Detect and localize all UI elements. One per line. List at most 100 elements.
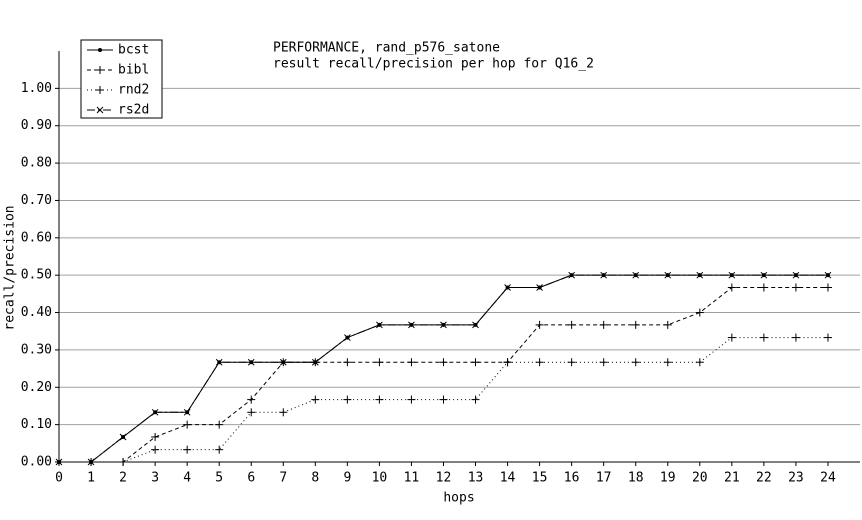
x-tick-label: 0 bbox=[55, 471, 63, 486]
point-marker bbox=[792, 271, 800, 279]
point-marker bbox=[407, 358, 416, 367]
point-marker bbox=[279, 408, 288, 417]
point-marker bbox=[407, 395, 416, 404]
x-tick-label: 12 bbox=[436, 471, 452, 486]
point-marker bbox=[151, 445, 160, 454]
x-tick-label: 14 bbox=[500, 471, 516, 486]
y-tick-label: 1.00 bbox=[21, 81, 52, 96]
legend-box bbox=[80, 39, 163, 119]
x-tick-label: 7 bbox=[279, 471, 287, 486]
marker-stroke bbox=[311, 358, 319, 366]
series-line bbox=[59, 274, 828, 463]
y-tick-label: 0.00 bbox=[21, 455, 52, 470]
point-marker bbox=[728, 271, 736, 279]
point-marker bbox=[504, 284, 511, 291]
legend-label: rs2d bbox=[118, 103, 149, 118]
point-marker bbox=[536, 284, 543, 291]
x-tick-label: 16 bbox=[564, 471, 580, 486]
point-marker bbox=[119, 433, 127, 441]
marker-stroke bbox=[440, 321, 447, 329]
point-marker bbox=[631, 358, 640, 367]
marker-stroke bbox=[664, 271, 672, 279]
point-marker bbox=[439, 395, 448, 404]
point-marker bbox=[632, 271, 640, 279]
point-marker bbox=[535, 320, 544, 329]
point-marker bbox=[695, 308, 704, 317]
x-tick-label: 18 bbox=[628, 471, 644, 486]
marker-stroke bbox=[119, 433, 127, 441]
point-marker bbox=[96, 66, 104, 74]
point-marker bbox=[344, 334, 351, 341]
point-marker bbox=[535, 358, 544, 367]
point-marker bbox=[311, 395, 320, 404]
x-tick-label: 22 bbox=[756, 471, 772, 486]
marker-stroke bbox=[376, 321, 383, 329]
series-line bbox=[59, 287, 828, 463]
marker-stroke bbox=[247, 358, 255, 366]
point-marker bbox=[98, 48, 102, 52]
point-marker bbox=[760, 271, 768, 279]
point-marker bbox=[311, 358, 319, 366]
point-marker bbox=[727, 333, 736, 342]
point-marker bbox=[824, 271, 832, 279]
point-marker bbox=[440, 321, 447, 329]
point-marker bbox=[696, 271, 704, 279]
x-tick-label: 9 bbox=[343, 471, 351, 486]
point-marker bbox=[727, 283, 736, 292]
point-marker bbox=[823, 333, 832, 342]
point-marker bbox=[96, 106, 104, 114]
x-tick-label: 24 bbox=[820, 471, 836, 486]
x-axis-label: hops bbox=[443, 491, 474, 506]
point-marker bbox=[663, 320, 672, 329]
point-marker bbox=[119, 458, 128, 466]
point-marker bbox=[567, 358, 576, 367]
point-marker bbox=[375, 358, 384, 367]
point-marker bbox=[472, 321, 479, 329]
point-marker bbox=[183, 445, 192, 454]
x-tick-label: 6 bbox=[247, 471, 255, 486]
point-marker bbox=[663, 358, 672, 367]
marker-stroke bbox=[696, 271, 704, 279]
marker-stroke bbox=[568, 271, 575, 279]
marker-stroke bbox=[760, 271, 768, 279]
point-marker bbox=[823, 283, 832, 292]
marker-stroke bbox=[55, 458, 63, 466]
x-tick-label: 15 bbox=[532, 471, 548, 486]
y-tick-label: 0.70 bbox=[21, 193, 52, 208]
marker-stroke bbox=[344, 334, 351, 341]
marker-stroke bbox=[183, 408, 191, 416]
point-marker bbox=[215, 358, 223, 366]
marker-stroke bbox=[96, 106, 104, 114]
point-marker bbox=[600, 271, 608, 279]
legend-label: bibl bbox=[118, 63, 149, 78]
chart-title: PERFORMANCE, rand_p576_satone bbox=[273, 41, 500, 56]
marker-stroke bbox=[504, 284, 511, 291]
x-tick-label: 23 bbox=[788, 471, 804, 486]
y-axis-label: recall/precision bbox=[3, 205, 18, 330]
point-marker bbox=[151, 432, 160, 441]
marker-stroke bbox=[408, 321, 415, 329]
y-tick-label: 0.80 bbox=[21, 156, 52, 171]
point-marker bbox=[631, 320, 640, 329]
marker-stroke bbox=[824, 271, 832, 279]
marker-dot bbox=[98, 48, 102, 52]
point-marker bbox=[759, 333, 768, 342]
y-tick-label: 0.60 bbox=[21, 230, 52, 245]
marker-stroke bbox=[151, 408, 159, 416]
x-tick-label: 1 bbox=[87, 471, 95, 486]
x-tick-label: 4 bbox=[183, 471, 191, 486]
x-tick-label: 17 bbox=[596, 471, 612, 486]
marker-stroke bbox=[600, 271, 608, 279]
point-marker bbox=[375, 395, 384, 404]
x-tick-label: 13 bbox=[468, 471, 484, 486]
point-marker bbox=[408, 321, 415, 329]
series-line bbox=[59, 274, 828, 463]
point-marker bbox=[183, 408, 191, 416]
marker-stroke bbox=[728, 271, 736, 279]
x-tick-label: 20 bbox=[692, 471, 708, 486]
point-marker bbox=[247, 408, 256, 417]
point-marker bbox=[343, 358, 352, 367]
point-marker bbox=[568, 271, 575, 279]
marker-stroke bbox=[87, 458, 95, 466]
